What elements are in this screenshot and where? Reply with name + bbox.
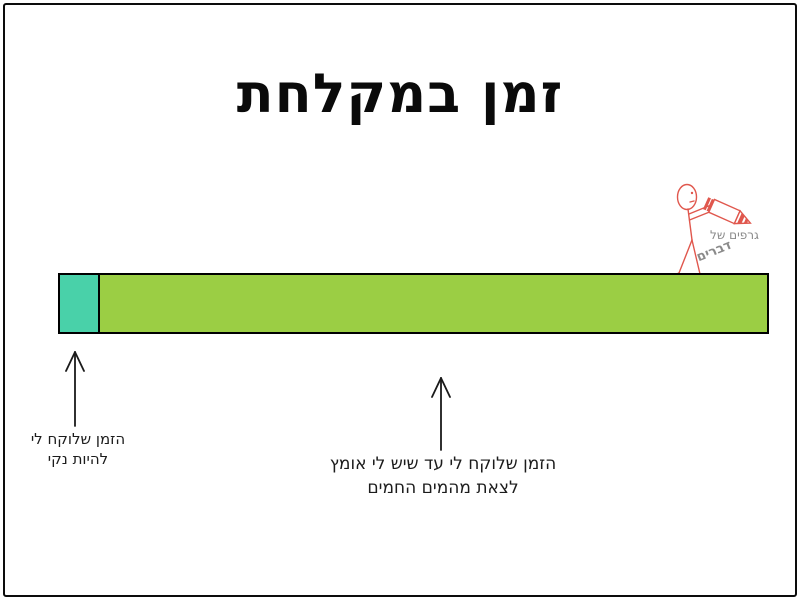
bar-segment-enjoying-hot-water	[99, 275, 767, 332]
annotation-line: הזמן שלוקח לי	[30, 430, 126, 448]
watermark-logo: גרפים של דברים	[648, 178, 773, 278]
left-arrow	[65, 351, 85, 427]
chart-title: זמן במקלחת	[236, 62, 564, 125]
annotation-line: להיות נקי	[47, 450, 109, 468]
middle-annotation: הזמן שלוקח לי עד שיש לי אומץ לצאת מהמים …	[293, 452, 593, 500]
watermark-text: גרפים של	[710, 228, 759, 242]
bar-segment-getting-clean	[60, 275, 100, 332]
left-annotation: הזמן שלוקח לי להיות נקי	[8, 429, 148, 469]
shower-time-bar	[58, 273, 769, 334]
middle-arrow	[431, 377, 451, 451]
annotation-line: לצאת מהמים החמים	[367, 478, 519, 498]
annotation-line: הזמן שלוקח לי עד שיש לי אומץ	[329, 454, 557, 474]
